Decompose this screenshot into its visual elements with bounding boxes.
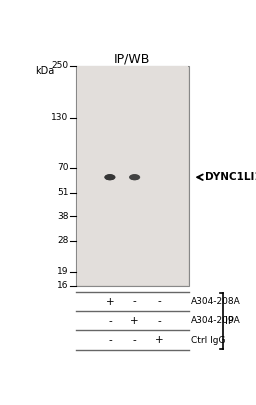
Bar (76, 66, 189, 286)
Text: Ctrl IgG: Ctrl IgG (191, 336, 225, 345)
Text: IP: IP (225, 316, 234, 326)
Ellipse shape (131, 175, 138, 179)
Text: 28: 28 (57, 237, 68, 245)
Text: 16: 16 (57, 281, 68, 290)
Ellipse shape (129, 174, 140, 180)
Text: 250: 250 (51, 61, 68, 70)
Text: -: - (157, 316, 161, 326)
Text: +: + (105, 296, 114, 307)
Text: -: - (108, 335, 112, 345)
Bar (77, 66, 188, 285)
Ellipse shape (131, 175, 138, 180)
Ellipse shape (106, 175, 114, 180)
Text: IP/WB: IP/WB (114, 53, 151, 66)
Text: A304-208A: A304-208A (191, 297, 241, 306)
Ellipse shape (130, 175, 139, 180)
Text: -: - (133, 335, 136, 345)
Text: +: + (155, 335, 164, 345)
Text: 51: 51 (57, 188, 68, 197)
Ellipse shape (104, 174, 115, 180)
Text: A304-209A: A304-209A (191, 316, 241, 325)
Text: -: - (133, 296, 136, 307)
Ellipse shape (105, 175, 114, 180)
Text: 130: 130 (51, 113, 68, 122)
Text: kDa: kDa (35, 66, 54, 76)
Text: -: - (108, 316, 112, 326)
Ellipse shape (130, 175, 140, 180)
Ellipse shape (129, 174, 140, 180)
Text: 70: 70 (57, 163, 68, 172)
Ellipse shape (106, 175, 114, 179)
Text: -: - (157, 296, 161, 307)
Ellipse shape (105, 174, 115, 180)
Text: +: + (130, 316, 139, 326)
Ellipse shape (106, 175, 113, 179)
Text: 19: 19 (57, 267, 68, 277)
Ellipse shape (105, 175, 115, 180)
Text: DYNC1LI1: DYNC1LI1 (205, 172, 256, 182)
Ellipse shape (130, 175, 139, 180)
Ellipse shape (131, 175, 138, 179)
Text: 38: 38 (57, 212, 68, 221)
Ellipse shape (105, 175, 114, 180)
